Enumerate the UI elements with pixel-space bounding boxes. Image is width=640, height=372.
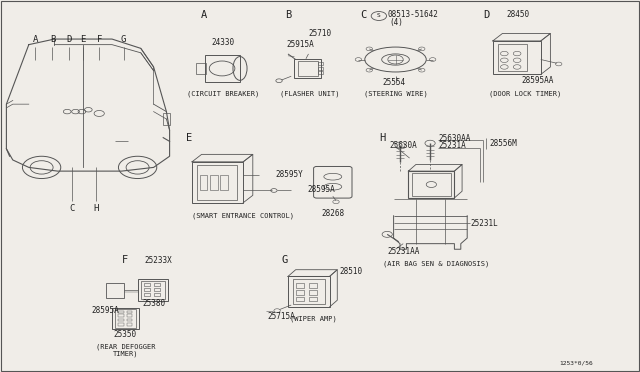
Text: 24330: 24330 [211, 38, 234, 47]
Bar [154, 293, 160, 296]
Text: 08513-51642: 08513-51642 [387, 10, 438, 19]
Bar [106, 283, 124, 298]
Text: (DOOR LOCK TIMER): (DOOR LOCK TIMER) [489, 90, 561, 97]
Bar [112, 308, 139, 329]
Text: (CIRCUIT BREAKER): (CIRCUIT BREAKER) [187, 90, 259, 97]
Bar [288, 276, 330, 307]
Text: A: A [33, 35, 38, 44]
Bar [309, 297, 317, 301]
Bar [498, 44, 527, 71]
Text: 25380: 25380 [142, 299, 165, 308]
Bar [163, 113, 170, 125]
Text: 28268: 28268 [321, 209, 344, 218]
Bar [296, 297, 304, 301]
Bar [197, 165, 237, 200]
Bar [200, 175, 207, 190]
Text: 25233X: 25233X [144, 256, 172, 265]
Bar [144, 293, 150, 296]
Text: 25554: 25554 [382, 78, 405, 87]
Bar [144, 283, 150, 286]
Bar [318, 71, 323, 74]
Text: 28510: 28510 [339, 267, 362, 276]
Bar [127, 311, 132, 313]
Text: (SMART ENTRANCE CONTROL): (SMART ENTRANCE CONTROL) [192, 212, 294, 219]
Bar [154, 288, 160, 291]
Text: 28450: 28450 [507, 10, 530, 19]
Text: C: C [69, 204, 74, 213]
Bar [192, 162, 243, 203]
Text: B: B [285, 10, 291, 20]
Text: E: E [186, 133, 192, 142]
Bar [210, 175, 218, 190]
Text: D: D [67, 35, 72, 44]
Text: 25231A: 25231A [438, 141, 466, 150]
Bar [293, 279, 325, 304]
Text: 1253*0/56: 1253*0/56 [559, 360, 593, 365]
Text: 25231L: 25231L [470, 219, 498, 228]
Text: 28595AA: 28595AA [522, 76, 554, 85]
Text: TIMER): TIMER) [113, 351, 138, 357]
Text: 28556M: 28556M [490, 139, 517, 148]
Text: G: G [121, 35, 126, 44]
Bar [118, 319, 124, 321]
Text: 25630AA: 25630AA [438, 134, 471, 143]
Bar [318, 67, 323, 70]
Bar [127, 323, 132, 326]
Bar [127, 314, 132, 317]
Bar [196, 63, 206, 74]
Bar [118, 314, 124, 317]
Text: A: A [200, 10, 207, 20]
Text: 25715A: 25715A [268, 312, 296, 321]
Bar [144, 288, 150, 291]
Bar [412, 173, 451, 196]
Bar [309, 283, 317, 288]
Bar [294, 59, 321, 78]
Text: 28595A: 28595A [92, 306, 120, 315]
Bar [115, 309, 136, 328]
Text: (4): (4) [390, 18, 404, 27]
Text: 25710: 25710 [308, 29, 332, 38]
Bar [220, 175, 228, 190]
Text: H: H [380, 133, 386, 142]
Text: (FLASHER UNIT): (FLASHER UNIT) [280, 90, 339, 97]
Text: 28595Y: 28595Y [275, 170, 303, 179]
Bar [154, 283, 160, 286]
Bar [138, 279, 168, 301]
Text: H: H [93, 204, 99, 213]
Text: 28595A: 28595A [307, 185, 335, 194]
Bar [408, 171, 454, 198]
Text: (WIPER AMP): (WIPER AMP) [290, 315, 337, 322]
Bar [318, 62, 323, 65]
Text: 25231AA: 25231AA [387, 247, 420, 256]
Text: (REAR DEFOGGER: (REAR DEFOGGER [96, 343, 155, 350]
Text: G: G [282, 256, 288, 265]
Bar [298, 61, 318, 76]
Text: C: C [360, 10, 366, 20]
Text: B: B [50, 35, 55, 44]
Bar [205, 55, 240, 82]
Text: 25630A: 25630A [389, 141, 417, 150]
Text: F: F [122, 256, 128, 265]
Text: (AIR BAG SEN & DIAGNOSIS): (AIR BAG SEN & DIAGNOSIS) [383, 261, 490, 267]
Bar [296, 283, 304, 288]
Text: 25350: 25350 [114, 330, 137, 339]
Bar [296, 290, 304, 295]
Bar [493, 41, 541, 74]
Bar [127, 319, 132, 321]
Bar [141, 281, 165, 299]
Text: F: F [97, 35, 102, 44]
Text: S: S [377, 13, 381, 19]
Text: 25915A: 25915A [287, 40, 315, 49]
Bar [118, 311, 124, 313]
Text: D: D [483, 10, 490, 20]
Text: (STEERING WIRE): (STEERING WIRE) [364, 90, 428, 97]
Bar [118, 323, 124, 326]
Bar [309, 290, 317, 295]
Text: E: E [81, 35, 86, 44]
